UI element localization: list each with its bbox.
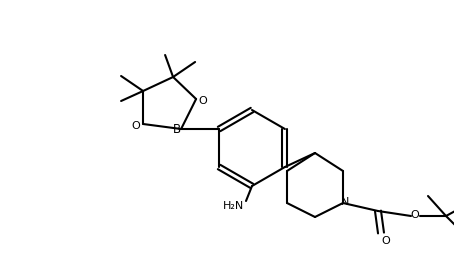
Text: B: B <box>173 123 181 136</box>
Text: H₂N: H₂N <box>223 201 245 211</box>
Text: N: N <box>341 197 349 207</box>
Text: O: O <box>410 210 419 220</box>
Text: O: O <box>382 236 390 246</box>
Text: O: O <box>199 96 207 106</box>
Text: O: O <box>132 121 140 131</box>
